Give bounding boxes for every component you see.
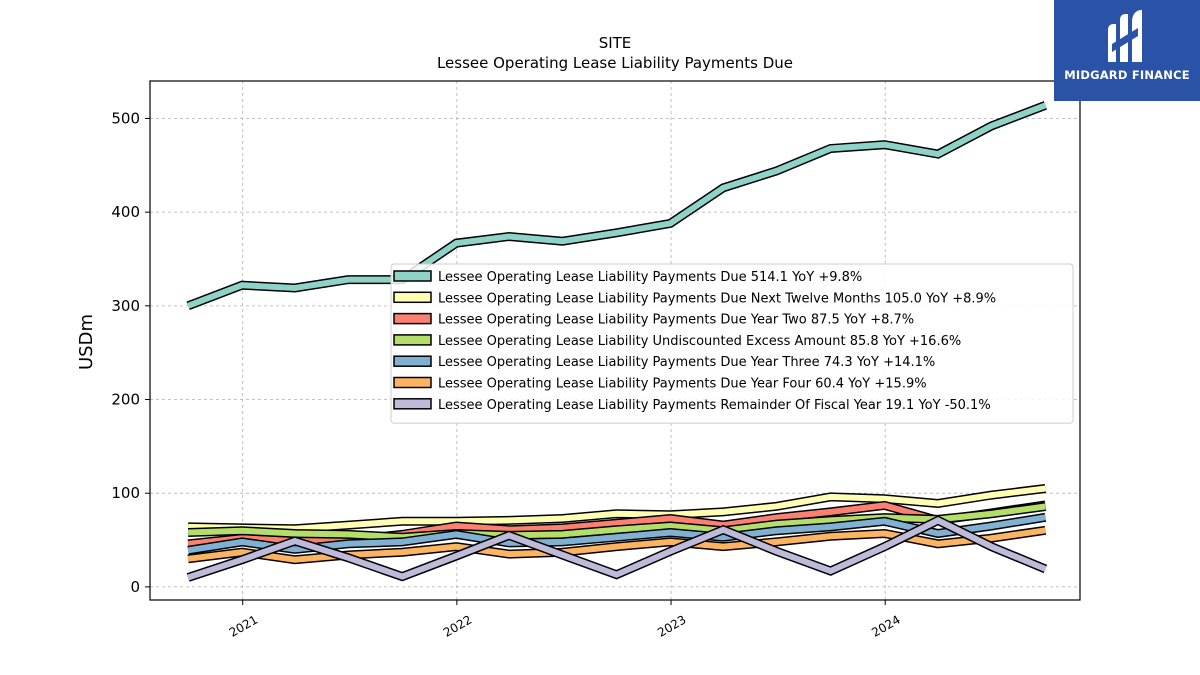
series-stroke <box>188 485 1046 532</box>
series-line-3 <box>187 500 1047 549</box>
legend-swatch <box>393 291 432 304</box>
legend-entry-5: Lessee Operating Lease Liability Payment… <box>393 355 935 370</box>
brand-logo: MIDGARD FINANCE <box>1054 0 1200 101</box>
legend-entry-6: Lessee Operating Lease Liability Payment… <box>393 376 927 392</box>
legend-label: Lessee Operating Lease Liability Payment… <box>438 291 996 306</box>
legend-swatch <box>393 334 432 346</box>
legend-swatch <box>393 312 432 325</box>
plot-frame <box>149 80 1081 601</box>
y-tick-label: 100 <box>111 484 140 502</box>
y-tick-label: 200 <box>111 391 140 409</box>
legend-label: Lessee Operating Lease Liability Payment… <box>438 270 862 285</box>
series-line-1 <box>186 101 1048 311</box>
series-stroke <box>187 501 1046 547</box>
series-stroke <box>188 503 1046 541</box>
legend-swatch <box>393 376 432 389</box>
legend-swatch <box>393 398 432 410</box>
y-tick-label: 500 <box>111 109 140 127</box>
midgard-m-icon <box>1108 10 1142 62</box>
legend-entry-2: Lessee Operating Lease Liability Payment… <box>393 291 996 306</box>
x-tick-label: 2021 <box>227 612 260 639</box>
series-line-7 <box>186 515 1048 582</box>
legend-label: Lessee Operating Lease Liability Payment… <box>438 313 914 328</box>
y-tick-label: 400 <box>111 203 140 221</box>
legend-box <box>390 263 1074 424</box>
series-stroke <box>187 517 1047 581</box>
series-line-2 <box>188 484 1046 534</box>
chart-subtitle: Lessee Operating Lease Liability Payment… <box>437 54 793 72</box>
series-line-4 <box>187 502 1047 542</box>
legend-label: Lessee Operating Lease Liability Undisco… <box>438 334 961 349</box>
y-tick-label: 0 <box>130 578 140 596</box>
brand-name: MIDGARD FINANCE <box>1064 68 1190 82</box>
series-stroke <box>187 102 1047 309</box>
legend-entry-7: Lessee Operating Lease Liability Payment… <box>393 398 991 413</box>
legend: Lessee Operating Lease Liability Payment… <box>390 263 1074 424</box>
x-tick-label: 2024 <box>869 612 902 639</box>
legend-label: Lessee Operating Lease Liability Payment… <box>438 398 991 413</box>
legend-swatch <box>393 270 432 282</box>
legend-entry-3: Lessee Operating Lease Liability Payment… <box>393 312 914 328</box>
legend-label: Lessee Operating Lease Liability Payment… <box>438 355 935 370</box>
series-line-5 <box>187 512 1047 555</box>
y-axis-label: USDm <box>76 314 97 370</box>
x-tick-label: 2023 <box>655 612 688 639</box>
y-tick-label: 300 <box>111 297 140 315</box>
legend-entry-4: Lessee Operating Lease Liability Undisco… <box>393 334 961 349</box>
series-stroke <box>187 514 1046 554</box>
legend-entry-1: Lessee Operating Lease Liability Payment… <box>393 270 862 285</box>
series-lines <box>186 101 1048 582</box>
chart-title: SITE <box>599 34 632 52</box>
x-tick-label: 2022 <box>441 612 474 639</box>
legend-swatch <box>393 355 432 367</box>
legend-label: Lessee Operating Lease Liability Payment… <box>438 377 927 392</box>
